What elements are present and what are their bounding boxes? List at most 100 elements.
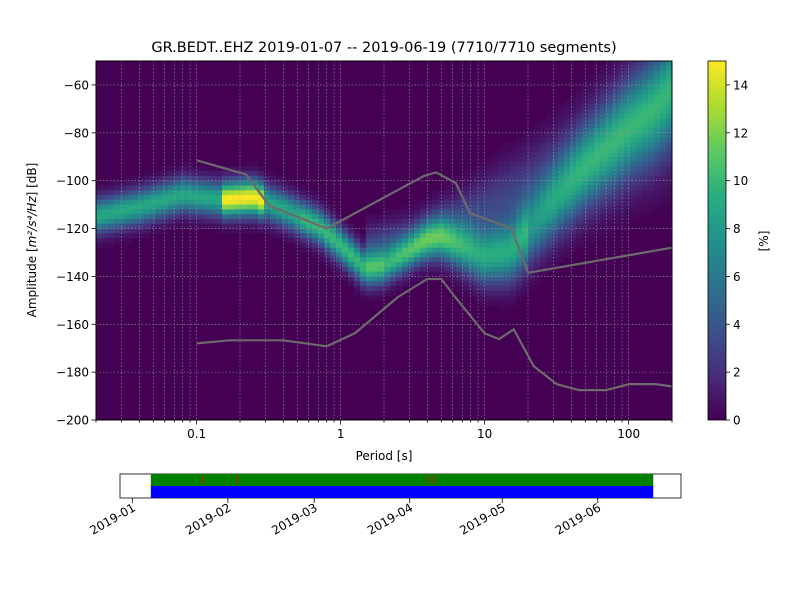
heatmap-cell	[648, 108, 655, 115]
heatmap-cell	[666, 190, 673, 196]
heatmap-cell	[120, 204, 127, 210]
heatmap-cell	[228, 195, 235, 201]
heatmap-cell	[642, 199, 649, 205]
heatmap-cell	[258, 175, 265, 182]
heatmap-cell	[510, 171, 517, 177]
heatmap-cell	[498, 175, 505, 182]
heatmap-cell	[606, 166, 613, 172]
heatmap-cell	[264, 180, 271, 186]
heatmap-cell	[408, 262, 415, 268]
heatmap-cell	[576, 223, 583, 229]
y-tick-label: −180	[56, 366, 89, 380]
heatmap-cell	[288, 228, 295, 234]
heatmap-cell	[426, 271, 433, 277]
heatmap-cell	[666, 142, 673, 148]
heatmap-cell	[456, 257, 463, 263]
heatmap-cell	[234, 190, 241, 196]
heatmap-cell	[180, 209, 187, 215]
heatmap-cell	[576, 190, 583, 196]
heatmap-cell	[624, 151, 631, 158]
heatmap-cell	[636, 99, 643, 105]
heatmap-cell	[594, 156, 601, 162]
heatmap-cell	[504, 266, 511, 273]
heatmap-cell	[444, 252, 451, 258]
heatmap-cell	[552, 190, 559, 196]
heatmap-cell	[282, 180, 289, 186]
heatmap-cell	[666, 156, 673, 162]
heatmap-cell	[324, 257, 331, 263]
heatmap-cell	[426, 228, 433, 234]
heatmap-cell	[576, 228, 583, 234]
heatmap-cell	[498, 223, 505, 229]
heatmap-cell	[618, 94, 625, 100]
heatmap-cell	[450, 257, 457, 263]
heatmap-cell	[390, 247, 397, 253]
heatmap-cell	[288, 238, 295, 244]
heatmap-cell	[396, 262, 403, 268]
heatmap-cell	[198, 199, 205, 205]
heatmap-cell	[522, 276, 529, 282]
heatmap-cell	[570, 199, 577, 205]
heatmap-cell	[492, 300, 499, 306]
heatmap-cell	[630, 84, 637, 91]
heatmap-cell	[252, 161, 259, 167]
heatmap-cell	[324, 199, 331, 205]
heatmap-cell	[402, 262, 409, 268]
heatmap-cell	[366, 247, 373, 253]
heatmap-cell	[486, 290, 493, 296]
heatmap-cell	[234, 214, 241, 220]
heatmap-cell	[462, 228, 469, 234]
heatmap-cell	[486, 238, 493, 244]
heatmap-cell	[594, 190, 601, 196]
heatmap-cell	[474, 195, 481, 201]
heatmap-cell	[576, 151, 583, 158]
heatmap-cell	[276, 228, 283, 234]
heatmap-cell	[666, 151, 673, 158]
heatmap-cell	[396, 281, 403, 287]
heatmap-cell	[510, 242, 517, 249]
heatmap-cell	[600, 89, 607, 95]
heatmap-cell	[624, 171, 631, 177]
heatmap-cell	[570, 156, 577, 162]
heatmap-cell	[354, 276, 361, 282]
heatmap-cell	[540, 214, 547, 220]
timeline-ticks: 2019-01 2019-02 2019-03 2019-04 2019-05 2019-…	[87, 498, 603, 538]
heatmap-cell	[336, 257, 343, 263]
heatmap-cell	[534, 257, 541, 263]
heatmap-cell	[600, 218, 607, 225]
heatmap-cell	[156, 195, 163, 201]
heatmap-cell	[558, 242, 565, 249]
heatmap-cell	[282, 238, 289, 244]
heatmap-cell	[168, 209, 175, 215]
heatmap-cell	[480, 166, 487, 172]
heatmap-cell	[144, 199, 151, 205]
heatmap-cell	[654, 199, 661, 205]
heatmap-cell	[498, 195, 505, 201]
heatmap-cell	[372, 262, 379, 268]
heatmap-cell	[492, 175, 499, 182]
heatmap-cell	[612, 204, 619, 210]
heatmap-cell	[636, 80, 643, 86]
heatmap-cell	[666, 147, 673, 153]
heatmap-cell	[468, 247, 475, 253]
heatmap-cell	[564, 156, 571, 162]
heatmap-cell	[372, 252, 379, 258]
heatmap-cell	[600, 113, 607, 119]
heatmap-cell	[528, 128, 535, 134]
heatmap-cell	[324, 204, 331, 210]
heatmap-cell	[492, 185, 499, 191]
heatmap-cell	[426, 233, 433, 239]
heatmap-cell	[390, 281, 397, 287]
heatmap-cell	[156, 218, 163, 225]
heatmap-cell	[324, 252, 331, 258]
heatmap-cell	[492, 271, 499, 277]
heatmap-cell	[588, 223, 595, 229]
heatmap-cell	[660, 142, 667, 148]
heatmap-cell	[624, 156, 631, 162]
heatmap-cell	[210, 190, 217, 196]
heatmap-cell	[618, 80, 625, 86]
heatmap-cell	[636, 171, 643, 177]
heatmap-cell	[216, 171, 223, 177]
heatmap-cell	[510, 262, 517, 268]
heatmap-cell	[666, 185, 673, 191]
